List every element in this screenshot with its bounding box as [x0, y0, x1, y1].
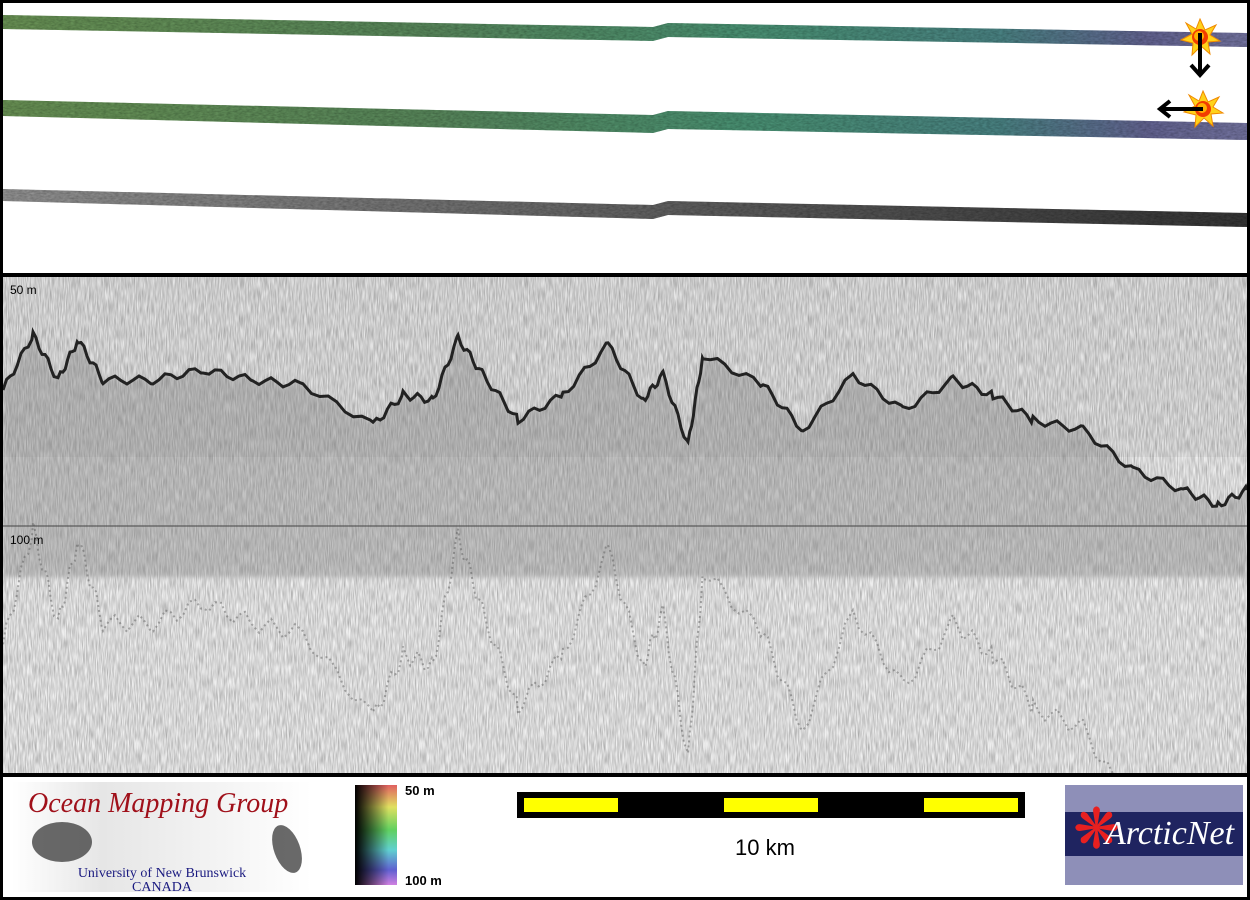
bathymetry-strip-lower: [3, 100, 1247, 140]
bathymetry-strip-upper: [3, 15, 1247, 47]
colorbar-bottom-label: 100 m: [405, 873, 442, 888]
seabed-multiple: [3, 521, 1114, 773]
scale-bar-label: 10 km: [735, 835, 795, 860]
scale-bar-segment: [724, 798, 818, 812]
backscatter-strip: [3, 189, 1247, 227]
ocean-mapping-group-logo: Ocean Mapping Group University of New Br…: [12, 782, 312, 895]
logo-subtitle: University of New Brunswick: [77, 866, 247, 881]
arrow-left-icon: [1156, 99, 1203, 119]
logo-country: CANADA: [132, 880, 192, 895]
arrow-down-icon: [1189, 33, 1211, 78]
scale-bar: [517, 792, 1025, 818]
colorbar-top-label: 50 m: [405, 783, 435, 798]
swath-panel: [3, 3, 1247, 273]
swath-strips: [3, 15, 1247, 227]
depth-label-100: 100 m: [10, 533, 44, 547]
scale-bar-segment: [924, 798, 1018, 812]
depth-colorbar: [355, 785, 397, 885]
scale-bar-segment: [524, 798, 618, 812]
arcticnet-logo: ❋ ArcticNet: [1065, 785, 1243, 885]
depth-label-50: 50 m: [10, 283, 37, 297]
legend-panel: Ocean Mapping Group University of New Br…: [3, 777, 1247, 897]
seabed-reflection: [3, 326, 1247, 508]
subbottom-profile-panel: 50 m 100 m: [3, 277, 1247, 773]
arcticnet-text: ArcticNet: [1105, 815, 1235, 852]
logo-title: Ocean Mapping Group: [28, 788, 289, 819]
profile-image: [3, 277, 1247, 773]
maple-leaf-icon: ❋: [1073, 797, 1120, 860]
